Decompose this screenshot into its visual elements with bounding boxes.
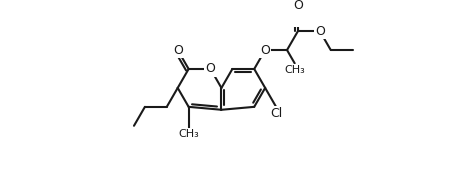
Text: Cl: Cl — [270, 107, 282, 120]
Text: O: O — [293, 0, 303, 12]
Text: CH₃: CH₃ — [178, 129, 199, 139]
Text: CH₃: CH₃ — [284, 65, 305, 75]
Text: O: O — [173, 44, 183, 57]
Text: O: O — [206, 62, 215, 76]
Text: O: O — [260, 44, 270, 57]
Text: O: O — [315, 25, 325, 38]
